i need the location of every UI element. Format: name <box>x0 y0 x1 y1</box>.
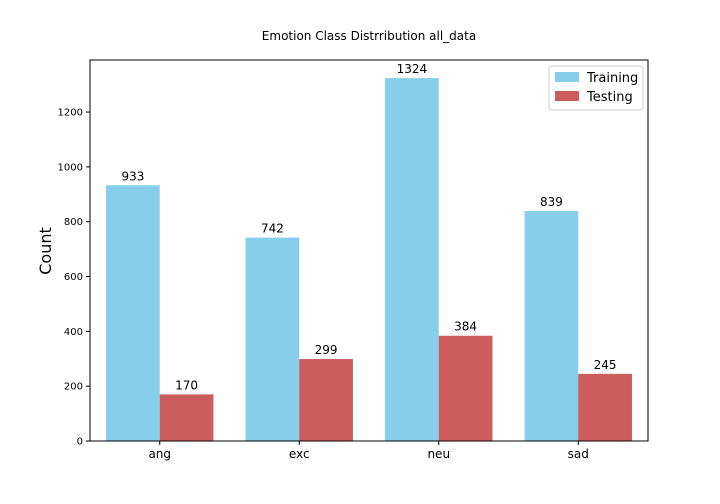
bar-training-sad <box>524 211 579 441</box>
x-tick-label-neu: neu <box>427 447 450 461</box>
bar-training-ang <box>106 185 160 441</box>
y-tick-label: 800 <box>64 217 83 228</box>
y-tick-label: 600 <box>64 272 83 283</box>
bar-training-neu <box>385 78 439 442</box>
data-label-testing-sad: 245 <box>594 358 617 372</box>
data-label-testing-exc: 299 <box>315 343 338 357</box>
chart-title: Emotion Class Distrribution all_data <box>262 29 476 43</box>
y-tick-label: 1000 <box>58 162 83 173</box>
data-label-training-exc: 742 <box>261 222 284 236</box>
legend-swatch-testing <box>555 91 579 101</box>
y-axis-label: Count <box>36 227 55 275</box>
x-tick-label-sad: sad <box>568 447 589 461</box>
y-tick-label: 400 <box>64 327 83 338</box>
legend-label-training: Training <box>586 71 638 86</box>
bar-testing-exc <box>299 359 353 441</box>
data-label-testing-neu: 384 <box>454 320 477 334</box>
x-tick-label-ang: ang <box>148 447 171 461</box>
x-tick-label-exc: exc <box>289 447 310 461</box>
bar-testing-ang <box>159 394 214 441</box>
y-tick-label: 1200 <box>58 108 83 119</box>
y-tick-label: 0 <box>77 437 83 448</box>
legend-swatch-training <box>555 72 579 82</box>
data-label-training-neu: 1324 <box>397 62 428 76</box>
bar-testing-sad <box>578 373 632 441</box>
legend-label-testing: Testing <box>586 90 633 105</box>
data-label-training-sad: 839 <box>540 195 563 209</box>
bar-training-exc <box>245 237 300 441</box>
y-tick-label: 200 <box>64 382 83 393</box>
data-label-training-ang: 933 <box>121 169 144 183</box>
bar-testing-neu <box>438 335 493 441</box>
legend: Training Testing <box>548 65 644 111</box>
plot-area: 0 200 400 600 800 1000 1200 933 170 ang 742 299 exc 1… <box>58 59 649 461</box>
data-label-testing-ang: 170 <box>175 378 198 392</box>
axes-frame <box>89 59 649 442</box>
